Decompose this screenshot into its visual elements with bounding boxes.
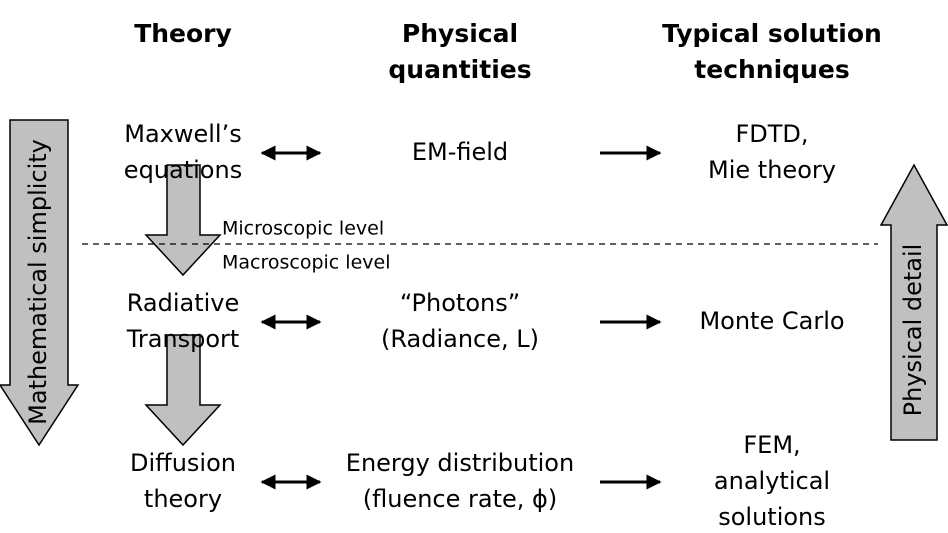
technique-text: solutions <box>718 503 826 531</box>
theory-text: theory <box>144 485 222 513</box>
technique-text: Mie theory <box>708 156 836 184</box>
quantity-text: EM-field <box>412 138 508 166</box>
down-arrow <box>144 164 222 277</box>
down-arrow <box>144 334 222 447</box>
left-arrow-label: Mathematical simplicity <box>24 139 52 425</box>
theory-text: equations <box>124 156 242 184</box>
macroscopic-label: Macroscopic level <box>222 252 390 274</box>
right-arrow-label: Physical detail <box>899 244 927 417</box>
physical-detail-arrow <box>879 163 948 441</box>
theory-text: Transport <box>126 325 240 353</box>
theory-text: Maxwell’s <box>124 120 241 148</box>
column-header: Physical <box>402 19 518 48</box>
quantity-text: “Photons” <box>400 289 520 317</box>
theory-text: Radiative <box>127 289 240 317</box>
column-header: Typical solution <box>662 19 882 48</box>
theory-text: Diffusion <box>130 449 236 477</box>
quantity-text: Energy distribution <box>346 449 574 477</box>
mathematical-simplicity-arrow <box>0 119 80 447</box>
technique-text: FEM, <box>743 431 800 459</box>
quantity-text: (Radiance, L) <box>381 325 539 353</box>
column-header: Theory <box>134 19 232 48</box>
microscopic-label: Microscopic level <box>222 218 384 240</box>
quantity-text: (fluence rate, ϕ) <box>363 485 557 513</box>
technique-text: Monte Carlo <box>699 307 844 335</box>
technique-text: FDTD, <box>735 120 808 148</box>
column-header: quantities <box>388 55 531 84</box>
technique-text: analytical <box>714 467 830 495</box>
column-header: techniques <box>694 55 849 84</box>
